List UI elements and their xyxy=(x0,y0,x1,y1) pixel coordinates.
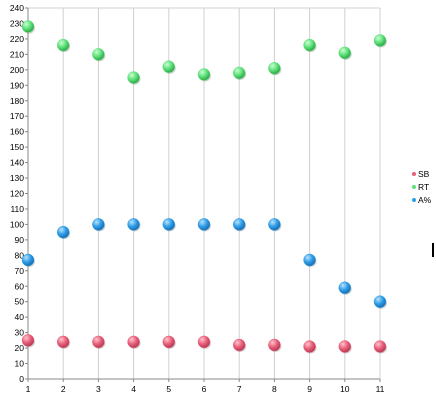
point-a-pct-5 xyxy=(162,218,176,231)
x-tick-label: 10 xyxy=(340,384,350,394)
y-tick-label: 50 xyxy=(15,297,25,307)
point-a-pct-1 xyxy=(21,253,35,267)
point-rt-3 xyxy=(92,48,105,61)
y-tick-label: 60 xyxy=(15,281,25,291)
point-sb-7 xyxy=(232,338,246,352)
y-tick-label: 90 xyxy=(15,235,25,245)
point-a-pct-10 xyxy=(338,281,352,295)
y-tick-label: 170 xyxy=(10,111,24,121)
point-sb-8 xyxy=(268,338,281,352)
point-rt-1 xyxy=(21,20,35,33)
point-sb-1 xyxy=(21,334,35,347)
point-a-pct-3 xyxy=(92,218,105,231)
x-tick-label: 3 xyxy=(96,384,101,394)
point-a-pct-2 xyxy=(56,225,70,239)
y-tick-label: 30 xyxy=(15,328,25,338)
legend: SB RT A% xyxy=(412,169,432,205)
x-tick-label: 2 xyxy=(61,384,66,394)
x-tick-label: 4 xyxy=(131,384,136,394)
point-a-pct-7 xyxy=(232,218,246,231)
x-tick-label: 11 xyxy=(376,384,385,394)
y-tick-label: 210 xyxy=(10,49,24,59)
axes xyxy=(25,7,381,382)
point-sb-11 xyxy=(373,340,387,353)
y-tick-label: 190 xyxy=(10,80,24,90)
legend-marker-a-pct xyxy=(412,198,416,202)
x-tick-label: 9 xyxy=(307,384,312,394)
point-rt-6 xyxy=(197,68,211,81)
x-tick-label: 6 xyxy=(202,384,207,394)
y-tick-label: 120 xyxy=(10,189,24,199)
x-tick-label: 1 xyxy=(26,384,31,394)
y-tick-label: 40 xyxy=(15,312,25,322)
point-rt-2 xyxy=(56,38,70,52)
y-tick-label: 150 xyxy=(10,142,24,152)
y-tick-label: 110 xyxy=(10,204,24,214)
y-tick-label: 220 xyxy=(10,34,24,44)
y-tick-label: 0 xyxy=(19,374,24,384)
point-sb-6 xyxy=(197,335,211,349)
point-rt-10 xyxy=(338,46,352,60)
x-tick-label: 5 xyxy=(166,384,171,394)
y-tick-label: 160 xyxy=(10,127,24,137)
y-tick-label: 10 xyxy=(15,359,25,369)
y-tick-label: 80 xyxy=(15,250,25,260)
point-a-pct-6 xyxy=(197,218,211,231)
point-sb-4 xyxy=(127,335,140,349)
y-tick-label: 20 xyxy=(15,343,25,353)
y-tick-label: 240 xyxy=(10,3,24,13)
point-rt-8 xyxy=(268,62,281,75)
y-tick-label: 100 xyxy=(10,219,24,229)
y-tick-label: 70 xyxy=(15,266,25,276)
x-tick-label: 7 xyxy=(237,384,242,394)
point-rt-11 xyxy=(373,34,387,47)
point-sb-2 xyxy=(56,335,70,349)
y-tick-label: 230 xyxy=(10,18,24,28)
text-cursor xyxy=(432,243,434,257)
point-sb-5 xyxy=(162,335,176,349)
grid-lines xyxy=(27,7,381,379)
legend-label-rt: RT xyxy=(418,182,429,192)
point-sb-9 xyxy=(303,340,316,353)
data-points xyxy=(21,20,387,354)
y-tick-label: 180 xyxy=(10,96,24,106)
legend-marker-sb xyxy=(412,172,416,176)
point-a-pct-8 xyxy=(268,218,281,231)
point-a-pct-4 xyxy=(127,218,140,231)
x-tick-label: 8 xyxy=(272,384,277,394)
point-rt-4 xyxy=(127,71,140,84)
point-a-pct-9 xyxy=(303,253,316,267)
legend-label-a-pct: A% xyxy=(418,195,432,205)
point-rt-5 xyxy=(162,60,176,73)
point-sb-10 xyxy=(338,340,352,353)
y-tick-label: 200 xyxy=(10,65,24,75)
point-rt-7 xyxy=(232,66,246,80)
legend-label-sb: SB xyxy=(418,169,430,179)
point-rt-9 xyxy=(303,38,316,52)
point-sb-3 xyxy=(92,335,105,349)
legend-marker-rt xyxy=(412,185,416,189)
y-tick-label: 130 xyxy=(10,173,24,183)
y-tick-label: 140 xyxy=(10,158,24,168)
tick-labels: 0102030405060708090100110120130140150160… xyxy=(10,3,385,394)
point-a-pct-11 xyxy=(373,295,387,308)
